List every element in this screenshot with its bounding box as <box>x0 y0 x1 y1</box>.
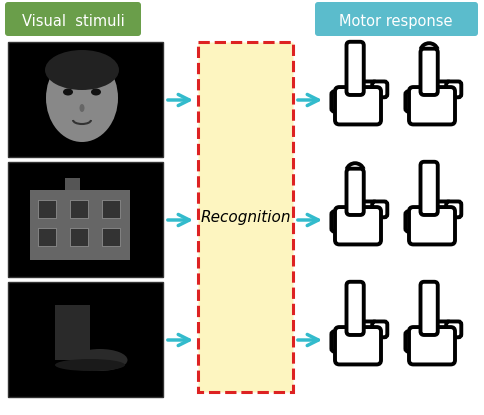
FancyBboxPatch shape <box>350 201 365 217</box>
FancyBboxPatch shape <box>435 322 450 337</box>
Bar <box>8 282 163 397</box>
FancyBboxPatch shape <box>334 327 380 364</box>
FancyBboxPatch shape <box>445 201 460 217</box>
FancyBboxPatch shape <box>405 211 420 232</box>
Bar <box>38 228 56 246</box>
Ellipse shape <box>46 54 118 142</box>
FancyBboxPatch shape <box>346 282 363 335</box>
FancyBboxPatch shape <box>405 331 420 352</box>
Text: Motor response: Motor response <box>338 14 452 29</box>
FancyBboxPatch shape <box>405 91 420 112</box>
FancyBboxPatch shape <box>420 282 437 335</box>
FancyBboxPatch shape <box>331 211 347 232</box>
FancyBboxPatch shape <box>408 207 454 244</box>
FancyBboxPatch shape <box>361 322 376 337</box>
Bar <box>102 200 120 218</box>
Ellipse shape <box>55 359 125 371</box>
FancyBboxPatch shape <box>361 81 376 97</box>
FancyBboxPatch shape <box>361 201 376 217</box>
Bar <box>38 200 56 218</box>
FancyBboxPatch shape <box>420 162 437 215</box>
FancyBboxPatch shape <box>371 81 387 97</box>
FancyBboxPatch shape <box>346 42 363 95</box>
Bar <box>65 178 80 190</box>
FancyBboxPatch shape <box>371 201 387 217</box>
FancyBboxPatch shape <box>424 322 439 337</box>
Ellipse shape <box>72 349 127 371</box>
Bar <box>197 42 292 392</box>
FancyBboxPatch shape <box>350 322 365 337</box>
FancyBboxPatch shape <box>435 201 450 217</box>
FancyBboxPatch shape <box>371 322 387 337</box>
FancyBboxPatch shape <box>314 2 477 36</box>
FancyBboxPatch shape <box>5 2 141 36</box>
FancyBboxPatch shape <box>331 91 347 112</box>
FancyBboxPatch shape <box>424 201 439 217</box>
Ellipse shape <box>45 50 119 90</box>
Bar <box>70 200 88 218</box>
FancyBboxPatch shape <box>346 168 363 215</box>
FancyBboxPatch shape <box>420 49 437 95</box>
Bar <box>8 162 163 277</box>
Text: Visual  stimuli: Visual stimuli <box>22 14 124 29</box>
Bar <box>55 305 90 360</box>
Bar <box>102 228 120 246</box>
FancyBboxPatch shape <box>445 322 460 337</box>
FancyBboxPatch shape <box>334 207 380 244</box>
Bar <box>30 190 130 260</box>
FancyBboxPatch shape <box>445 81 460 97</box>
FancyBboxPatch shape <box>331 331 347 352</box>
Text: Recognition: Recognition <box>200 210 290 225</box>
FancyBboxPatch shape <box>334 87 380 124</box>
FancyBboxPatch shape <box>435 81 450 97</box>
Ellipse shape <box>91 88 101 95</box>
Ellipse shape <box>79 104 84 112</box>
FancyBboxPatch shape <box>424 81 439 97</box>
FancyBboxPatch shape <box>350 81 365 97</box>
Ellipse shape <box>63 88 73 95</box>
FancyBboxPatch shape <box>408 87 454 124</box>
Bar <box>70 228 88 246</box>
Bar <box>8 42 163 157</box>
FancyBboxPatch shape <box>408 327 454 364</box>
